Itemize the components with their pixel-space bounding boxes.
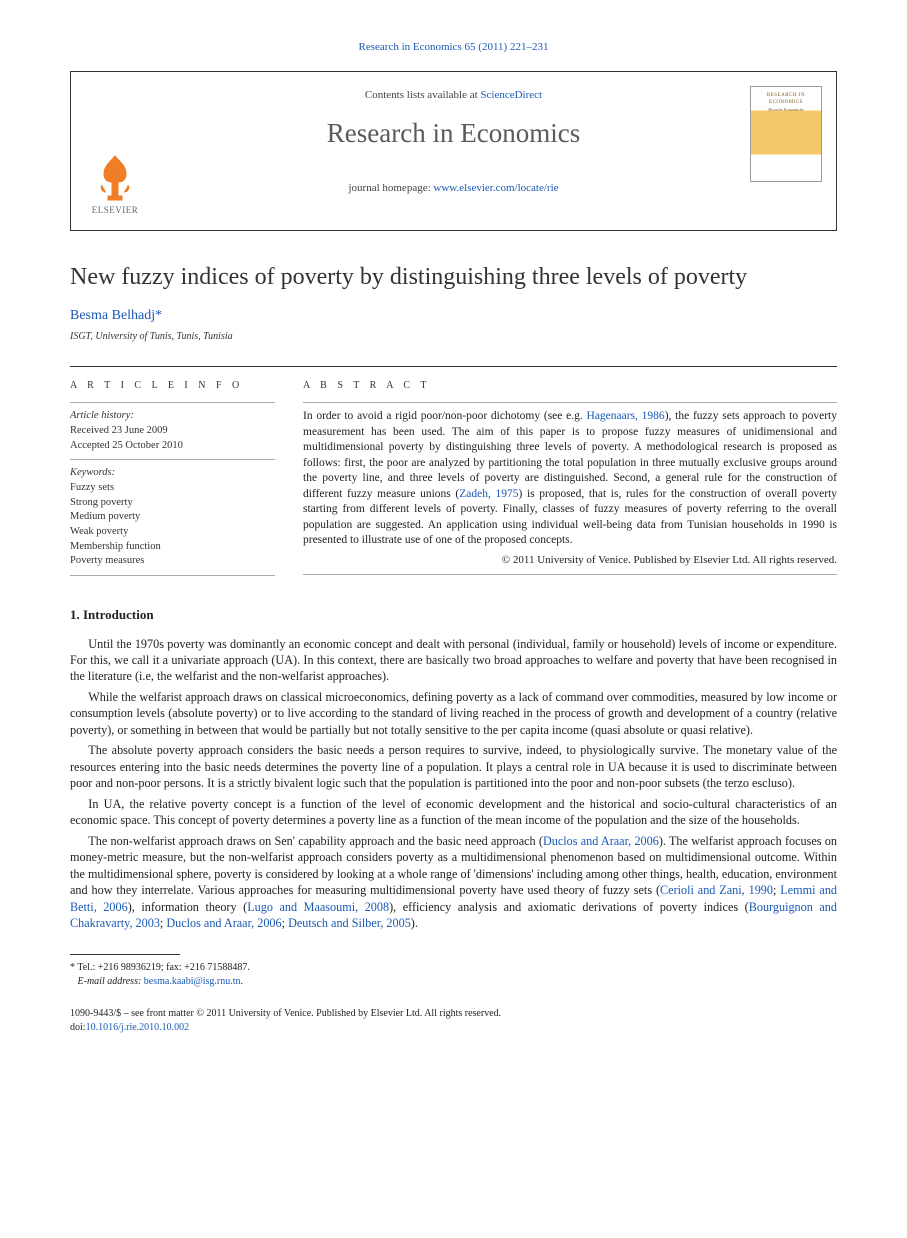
rule-top (70, 366, 837, 367)
history-received: Received 23 June 2009 (70, 424, 275, 439)
homepage-link[interactable]: www.elsevier.com/locate/rie (433, 182, 558, 194)
history-label: Article history: (70, 409, 275, 424)
abstract-column: A B S T R A C T In order to avoid a rigi… (303, 379, 837, 582)
elsevier-tree-icon (90, 152, 140, 202)
citation-link[interactable]: Duclos and Araar, 2006 (166, 916, 281, 930)
keyword-item: Strong poverty (70, 496, 275, 511)
author-text[interactable]: Besma Belhadj (70, 308, 155, 323)
elsevier-logo-text: ELSEVIER (92, 204, 139, 216)
body-paragraph: In UA, the relative poverty concept is a… (70, 796, 837, 829)
journal-header-box: ELSEVIER RESEARCH IN ECONOMICS Ricerche … (70, 71, 837, 231)
article-info-heading: A R T I C L E I N F O (70, 379, 275, 393)
keyword-item: Weak poverty (70, 525, 275, 540)
info-rule-3 (70, 575, 275, 576)
doi-line: doi:10.1016/j.rie.2010.10.002 (70, 1021, 837, 1035)
author-affiliation: ISGT, University of Tunis, Tunis, Tunisi… (70, 330, 837, 344)
info-rule-2 (70, 459, 275, 460)
citation-link[interactable]: Zadeh, 1975 (459, 488, 518, 500)
corresponding-footnote: * Tel.: +216 98936219; fax: +216 7158848… (70, 961, 837, 989)
keyword-item: Membership function (70, 540, 275, 555)
corresponding-mark: * (155, 308, 162, 323)
elsevier-logo: ELSEVIER (85, 146, 145, 216)
body-paragraph: Until the 1970s poverty was dominantly a… (70, 636, 837, 685)
abstract-heading: A B S T R A C T (303, 379, 837, 393)
citation-link[interactable]: Lugo and Maasoumi, 2008 (247, 900, 389, 914)
journal-name-large: Research in Economics (85, 115, 822, 151)
author-name: Besma Belhadj* (70, 307, 837, 326)
article-title: New fuzzy indices of poverty by distingu… (70, 261, 837, 293)
keywords-label: Keywords: (70, 466, 275, 481)
text-chunk: The non-welfarist approach draws on Sen'… (88, 834, 543, 848)
keywords-block: Keywords: Fuzzy sets Strong poverty Medi… (70, 466, 275, 569)
article-history-block: Article history: Received 23 June 2009 A… (70, 409, 275, 453)
abstract-text: In order to avoid a rigid poor/non-poor … (303, 409, 837, 549)
doi-link[interactable]: 10.1016/j.rie.2010.10.002 (86, 1022, 190, 1033)
abstract-rule-bottom (303, 574, 837, 575)
abstract-chunk: ), the fuzzy sets approach to poverty me… (303, 410, 837, 500)
journal-citation: Research in Economics 65 (2011) 221–231 (70, 40, 837, 55)
abstract-copyright: © 2011 University of Venice. Published b… (303, 553, 837, 568)
text-chunk: The absolute poverty approach considers … (70, 743, 837, 790)
footnote-contact: Tel.: +216 98936219; fax: +216 71588487. (77, 962, 250, 973)
cover-title-1: RESEARCH IN ECONOMICS (751, 93, 821, 107)
footnote-mark: * (70, 962, 75, 973)
journal-homepage-line: journal homepage: www.elsevier.com/locat… (85, 181, 822, 196)
text-chunk: ), efficiency analysis and axiomatic der… (389, 900, 749, 914)
section-1-title: 1. Introduction (70, 606, 837, 624)
keyword-item: Poverty measures (70, 554, 275, 569)
contents-prefix: Contents lists available at (365, 89, 480, 101)
body-paragraph: While the welfarist approach draws on cl… (70, 689, 837, 738)
doi-prefix: doi: (70, 1022, 86, 1033)
abstract-rule-top (303, 402, 837, 403)
journal-cover-thumbnail: RESEARCH IN ECONOMICS Ricerche Economich… (750, 86, 822, 182)
footnote-separator (70, 954, 180, 955)
citation-link[interactable]: Cerioli and Zani, 1990 (660, 883, 773, 897)
citation-link[interactable]: Deutsch and Silber, 2005 (288, 916, 411, 930)
front-matter-block: 1090-9443/$ – see front matter © 2011 Un… (70, 1007, 837, 1035)
email-tail: . (241, 976, 244, 987)
email-link[interactable]: besma.kaabi@isg.rnu.tn (144, 976, 241, 987)
abstract-chunk: In order to avoid a rigid poor/non-poor … (303, 410, 587, 422)
history-accepted: Accepted 25 October 2010 (70, 439, 275, 454)
text-chunk: ), information theory ( (128, 900, 248, 914)
body-paragraph: The absolute poverty approach considers … (70, 742, 837, 791)
cover-title-2: Ricerche Economiche (768, 107, 803, 112)
body-paragraph: The non-welfarist approach draws on Sen'… (70, 833, 837, 932)
front-matter-line: 1090-9443/$ – see front matter © 2011 Un… (70, 1007, 837, 1021)
text-chunk: In UA, the relative poverty concept is a… (70, 797, 837, 827)
article-info-column: A R T I C L E I N F O Article history: R… (70, 379, 275, 582)
contents-available-line: Contents lists available at ScienceDirec… (85, 88, 822, 103)
email-label: E-mail address: (78, 976, 142, 987)
text-chunk: While the welfarist approach draws on cl… (70, 690, 837, 737)
homepage-prefix: journal homepage: (348, 182, 433, 194)
text-chunk: Until the 1970s poverty was dominantly a… (70, 637, 837, 684)
citation-link[interactable]: Duclos and Araar, 2006 (543, 834, 659, 848)
citation-link[interactable]: Hagenaars, 1986 (587, 410, 665, 422)
keyword-item: Medium poverty (70, 510, 275, 525)
info-rule-1 (70, 402, 275, 403)
keyword-item: Fuzzy sets (70, 481, 275, 496)
text-chunk: ). (411, 916, 418, 930)
body-paragraphs: Until the 1970s poverty was dominantly a… (70, 636, 837, 932)
keywords-list: Fuzzy sets Strong poverty Medium poverty… (70, 481, 275, 569)
info-abstract-row: A R T I C L E I N F O Article history: R… (70, 379, 837, 582)
sciencedirect-link[interactable]: ScienceDirect (480, 89, 542, 101)
